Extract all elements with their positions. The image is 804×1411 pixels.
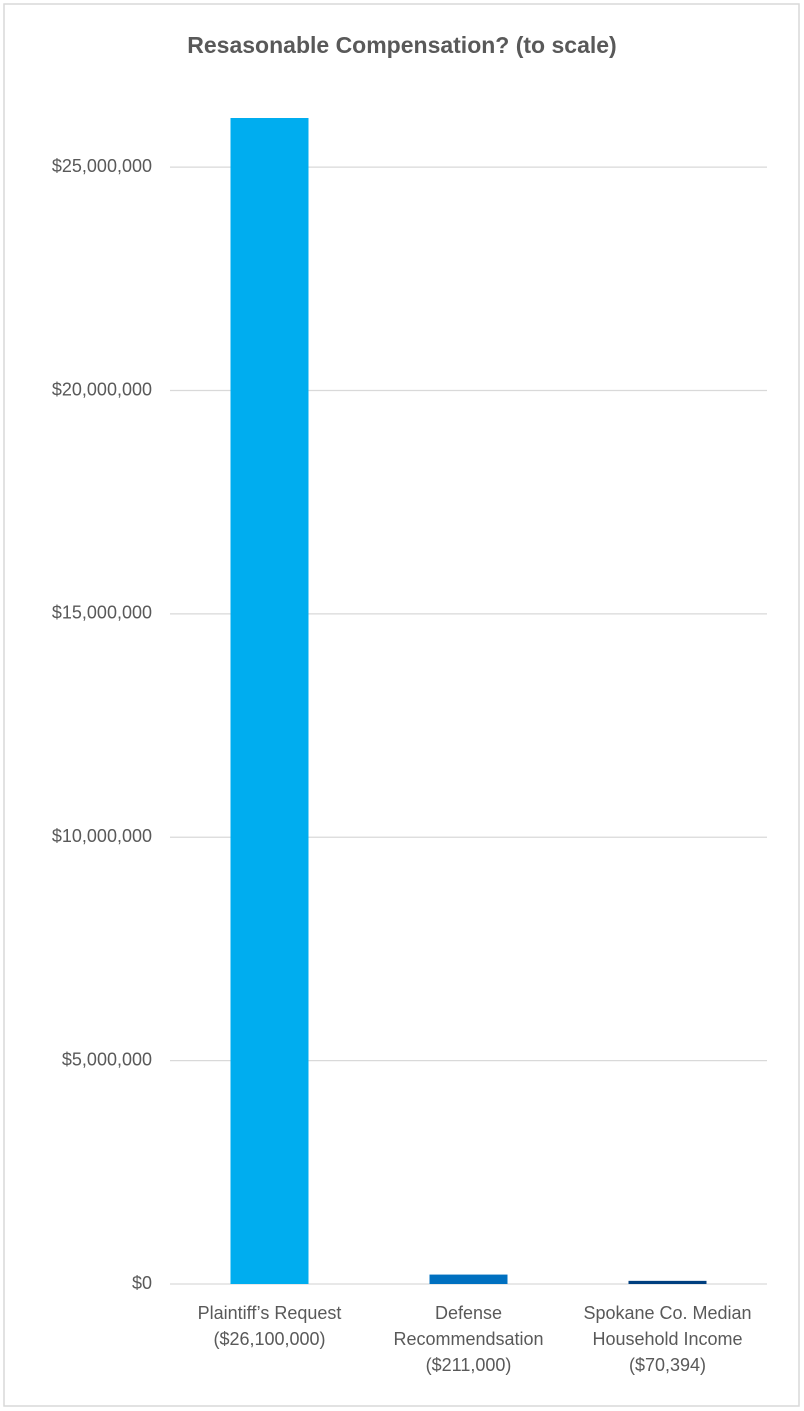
y-tick-label: $25,000,000 xyxy=(52,156,152,176)
x-tick-label: Recommendsation xyxy=(393,1329,543,1349)
y-tick-label: $10,000,000 xyxy=(52,826,152,846)
y-tick-label: $15,000,000 xyxy=(52,603,152,623)
bar xyxy=(429,1274,508,1284)
x-tick-label: Household Income xyxy=(592,1329,742,1349)
y-tick-label: $5,000,000 xyxy=(62,1049,152,1069)
chart-title: Resasonable Compensation? (to scale) xyxy=(187,32,616,58)
y-tick-label: $0 xyxy=(132,1273,152,1293)
x-tick-label: ($211,000) xyxy=(426,1355,512,1375)
x-tick-label: Plaintiff’s Request xyxy=(198,1303,342,1323)
chart-border xyxy=(3,3,800,1407)
x-tick-label: Defense xyxy=(435,1303,502,1323)
x-tick-label: ($26,100,000) xyxy=(213,1329,325,1349)
bar xyxy=(628,1280,707,1284)
x-tick-label: Spokane Co. Median xyxy=(583,1303,751,1323)
y-tick-label: $20,000,000 xyxy=(52,379,152,399)
bar xyxy=(230,118,309,1284)
x-tick-label: ($70,394) xyxy=(629,1355,706,1375)
